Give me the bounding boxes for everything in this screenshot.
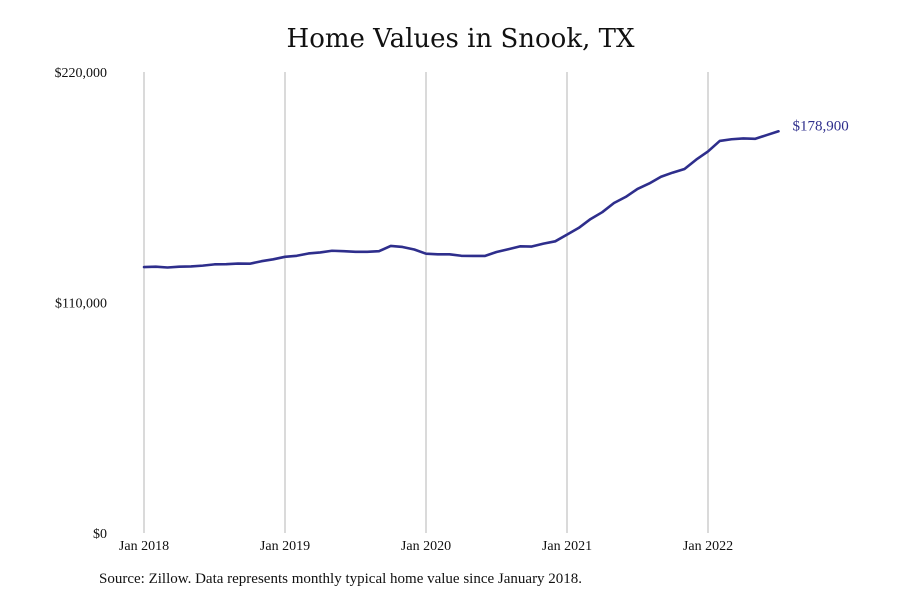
series-line	[142, 130, 780, 269]
chart-title: Home Values in Snook, TX	[286, 24, 635, 54]
x-tick-label: Jan 2018	[119, 539, 169, 554]
x-tick-label: Jan 2019	[260, 539, 310, 554]
y-tick-label: $110,000	[55, 297, 107, 312]
y-tick-label: $220,000	[55, 66, 108, 81]
x-tick-label: Jan 2021	[542, 539, 592, 554]
y-tick-label: $0	[93, 527, 107, 542]
source-note: Source: Zillow. Data represents monthly …	[99, 571, 583, 587]
x-tick-label: Jan 2022	[683, 539, 733, 554]
end-value-label: $178,900	[793, 118, 849, 134]
x-tick-label: Jan 2020	[401, 539, 451, 554]
